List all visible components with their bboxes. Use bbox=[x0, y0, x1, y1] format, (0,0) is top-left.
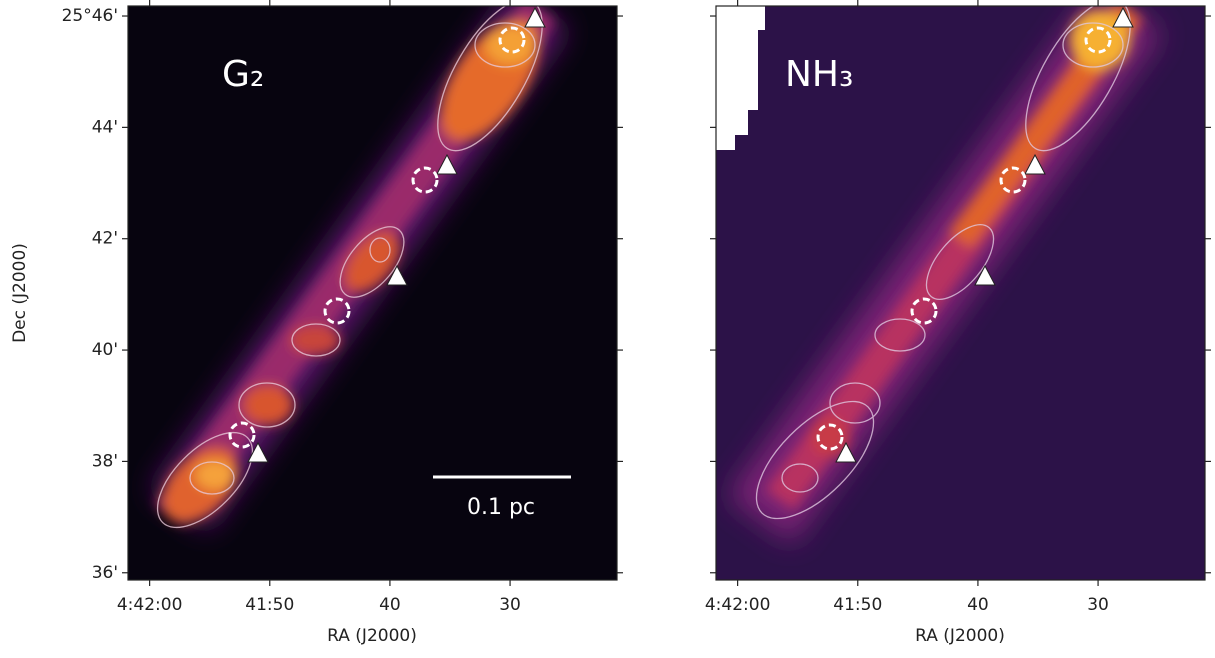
y-tick-label: 42' bbox=[92, 229, 118, 249]
panel-label: G₂ bbox=[222, 54, 264, 95]
x-tick-label: 30 bbox=[1087, 595, 1109, 615]
y-tick-label: 38' bbox=[92, 451, 118, 471]
image-nh3 bbox=[716, 6, 1205, 580]
x-axis-label: RA (J2000) bbox=[327, 626, 417, 646]
y-tick-label: 44' bbox=[92, 117, 118, 137]
image-g2 bbox=[128, 6, 617, 580]
x-tick-label: 41:50 bbox=[245, 595, 294, 615]
x-axis-label: RA (J2000) bbox=[915, 626, 1005, 646]
x-tick-label: 40 bbox=[379, 595, 401, 615]
x-tick-label: 30 bbox=[499, 595, 521, 615]
y-axis-label: Dec (J2000) bbox=[10, 243, 30, 343]
x-tick-label: 41:50 bbox=[833, 595, 882, 615]
x-tick-label: 40 bbox=[967, 595, 989, 615]
y-tick-label: 40' bbox=[92, 340, 118, 360]
axes-frame bbox=[127, 5, 618, 581]
x-tick-label: 4:42:00 bbox=[117, 595, 183, 615]
x-tick-label: 4:42:00 bbox=[705, 595, 771, 615]
scale-bar-label: 0.1 pc bbox=[467, 495, 535, 520]
y-tick-label: 36' bbox=[92, 563, 118, 583]
axes-frame bbox=[715, 5, 1206, 581]
y-tick-label: 25°46' bbox=[62, 6, 118, 26]
panel-label: NH₃ bbox=[785, 54, 853, 95]
